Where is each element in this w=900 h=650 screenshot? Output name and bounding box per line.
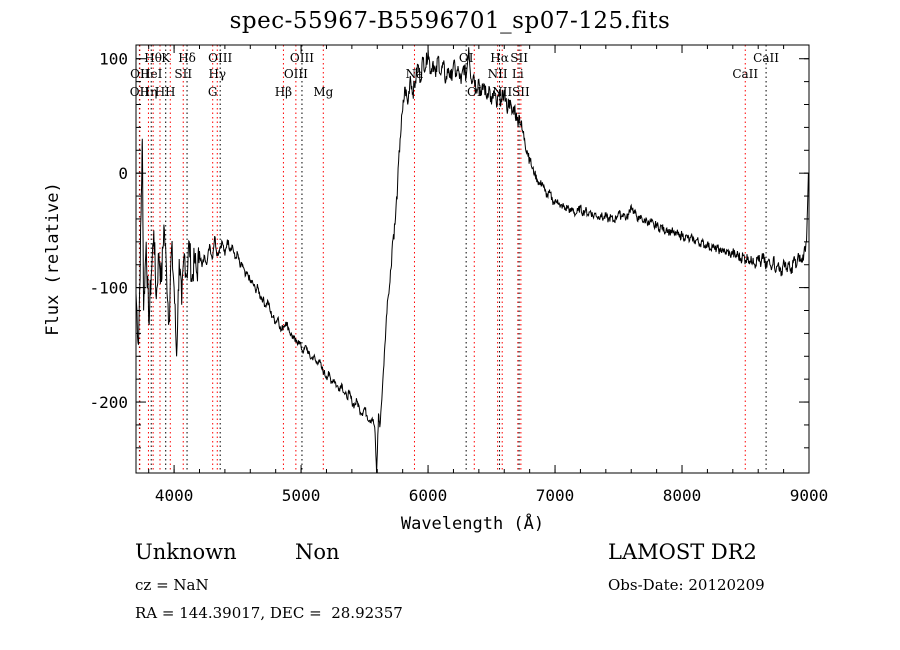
x-axis: 4000 5000 6000 7000 8000 9000 [148,45,829,505]
plot-frame [135,44,810,474]
spectral-line-label: H [165,85,175,99]
coordinates-label: RA = 144.39017, DEC = 28.92357 [135,604,403,622]
subclass-label: Non [295,540,340,564]
spectral-line-label: Hη [140,85,158,99]
spectral-line-label: Hβ [275,85,292,99]
spectral-line-label: Na [406,67,424,81]
x-tick-label: 4000 [155,486,194,505]
spectral-line-label: CaII [732,67,758,81]
spectral-line-label: SII [510,51,528,65]
y-axis: 100 0 -100 -200 [89,50,809,449]
x-tick-label: 7000 [536,486,575,505]
spectral-line-label: Mg [313,85,333,99]
spectral-line-label: SII [174,67,192,81]
x-tick-label: 8000 [663,486,702,505]
spectral-line-label: OII [130,85,150,99]
y-tick-label: -200 [89,393,128,412]
spectral-line-label: H [155,85,165,99]
spectral-line-labels: OIIOIIHηHeIHθHKHSIIHδGHγOIIIHβOIIIOIIIMg… [130,51,779,99]
spectral-line-label: Hα [490,51,509,65]
spectral-line-label: K [161,51,171,65]
spectral-line-label: NII [488,67,508,81]
obs-date-label: Obs-Date: 20120209 [608,576,765,594]
spectral-line-label: SII [512,85,530,99]
spectral-line-label: HeI [140,67,163,81]
spectral-line-label: Hδ [178,51,196,65]
y-tick-label: -100 [89,279,128,298]
survey-label: LAMOST DR2 [608,540,757,564]
spectrum-series-line [135,47,809,474]
spectral-line-label: CaII [753,51,779,65]
spectral-line-label: Li [512,67,524,81]
y-tick-label: 0 [118,164,128,183]
x-tick-label: 9000 [790,486,829,505]
class-label: Unknown [135,540,237,564]
spectral-line-label: Hγ [208,67,226,81]
spectral-line-label: OI [459,51,474,65]
x-axis-label: Wavelength (Å) [401,512,544,534]
chart-title: spec-55967-B5596701_sp07-125.fits [229,8,671,34]
spectral-line-label: Hθ [144,51,162,65]
spectral-line-label: OIII [284,67,308,81]
spectral-line-markers [138,45,767,473]
spectral-line-label: OII [130,67,150,81]
spectral-line-label: OIII [208,51,232,65]
x-tick-label: 5000 [282,486,321,505]
x-tick-label: 6000 [409,486,448,505]
spectral-line-label: OIII [290,51,314,65]
spectral-line-label: G [208,85,218,99]
y-axis-label: Flux (relative) [43,182,63,336]
y-tick-label: 100 [99,50,128,69]
redshift-label: cz = NaN [135,576,209,594]
